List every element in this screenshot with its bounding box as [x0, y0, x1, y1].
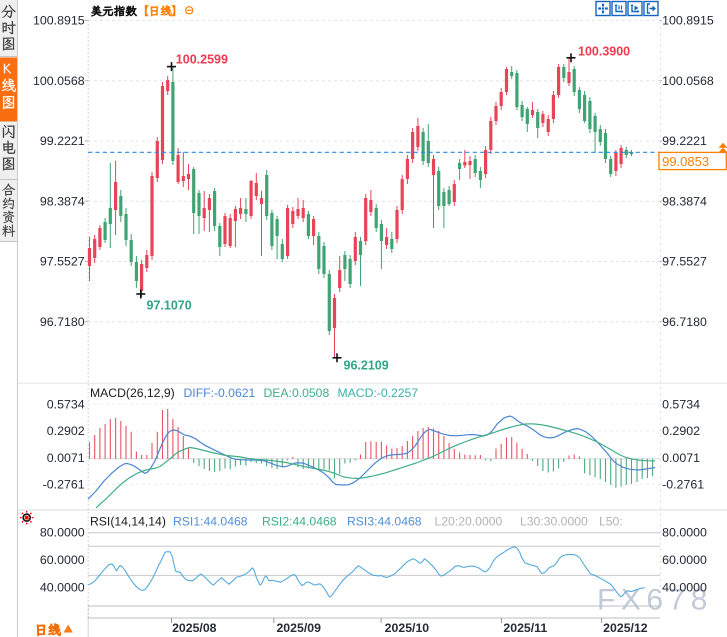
svg-text:0.5734: 0.5734 — [47, 397, 85, 411]
svg-text:100.8915: 100.8915 — [33, 14, 85, 28]
svg-text:MACD:-0.2257: MACD:-0.2257 — [338, 386, 419, 400]
svg-text:0.5734: 0.5734 — [662, 397, 700, 411]
svg-text:L30:30.0000: L30:30.0000 — [520, 514, 588, 528]
svg-text:MACD(26,12,9): MACD(26,12,9) — [90, 386, 175, 400]
svg-text:DEA:0.0508: DEA:0.0508 — [264, 386, 330, 400]
svg-text:99.2221: 99.2221 — [662, 134, 707, 148]
svg-text:96.2109: 96.2109 — [344, 359, 389, 373]
svg-text:97.5527: 97.5527 — [662, 255, 707, 269]
svg-text:100.8915: 100.8915 — [662, 14, 714, 28]
svg-text:97.5527: 97.5527 — [40, 255, 85, 269]
svg-text:60.0000: 60.0000 — [40, 553, 85, 567]
svg-text:97.1070: 97.1070 — [147, 299, 192, 313]
svg-text:0.0071: 0.0071 — [47, 451, 85, 465]
svg-text:RSI2:44.0468: RSI2:44.0468 — [262, 514, 337, 528]
svg-text:96.7180: 96.7180 — [662, 315, 707, 329]
svg-text:2025/08: 2025/08 — [172, 621, 217, 635]
svg-text:RSI1:44.0468: RSI1:44.0468 — [173, 514, 248, 528]
svg-text:99.0853: 99.0853 — [662, 154, 709, 169]
svg-text:98.3874: 98.3874 — [40, 194, 85, 208]
svg-text:100.2599: 100.2599 — [176, 52, 228, 66]
svg-text:L50:: L50: — [599, 514, 623, 528]
svg-text:2025/10: 2025/10 — [385, 621, 430, 635]
svg-text:0.2902: 0.2902 — [47, 424, 85, 438]
svg-text:2025/09: 2025/09 — [276, 621, 321, 635]
svg-text:DIFF:-0.0621: DIFF:-0.0621 — [184, 386, 256, 400]
svg-text:2025/11: 2025/11 — [503, 621, 547, 635]
svg-text:0.0071: 0.0071 — [662, 451, 700, 465]
svg-text:-0.2761: -0.2761 — [43, 478, 85, 492]
svg-text:100.0568: 100.0568 — [33, 74, 85, 88]
svg-text:40.0000: 40.0000 — [40, 580, 85, 594]
svg-text:FX678: FX678 — [597, 584, 713, 617]
svg-text:80.0000: 80.0000 — [662, 525, 707, 539]
svg-text:98.3874: 98.3874 — [662, 194, 707, 208]
svg-text:RSI3:44.0468: RSI3:44.0468 — [347, 514, 422, 528]
svg-text:100.3900: 100.3900 — [578, 45, 630, 59]
svg-text:40.0000: 40.0000 — [662, 580, 707, 594]
svg-text:96.7180: 96.7180 — [40, 315, 85, 329]
svg-text:-0.2761: -0.2761 — [662, 478, 704, 492]
svg-text:100.0568: 100.0568 — [662, 74, 714, 88]
svg-text:99.2221: 99.2221 — [40, 134, 85, 148]
svg-text:2025/12: 2025/12 — [603, 621, 648, 635]
svg-text:L20:20.0000: L20:20.0000 — [435, 514, 503, 528]
svg-text:0.2902: 0.2902 — [662, 424, 700, 438]
svg-text:80.0000: 80.0000 — [40, 525, 85, 539]
svg-text:RSI(14,14,14): RSI(14,14,14) — [90, 514, 166, 528]
svg-text:60.0000: 60.0000 — [662, 553, 707, 567]
